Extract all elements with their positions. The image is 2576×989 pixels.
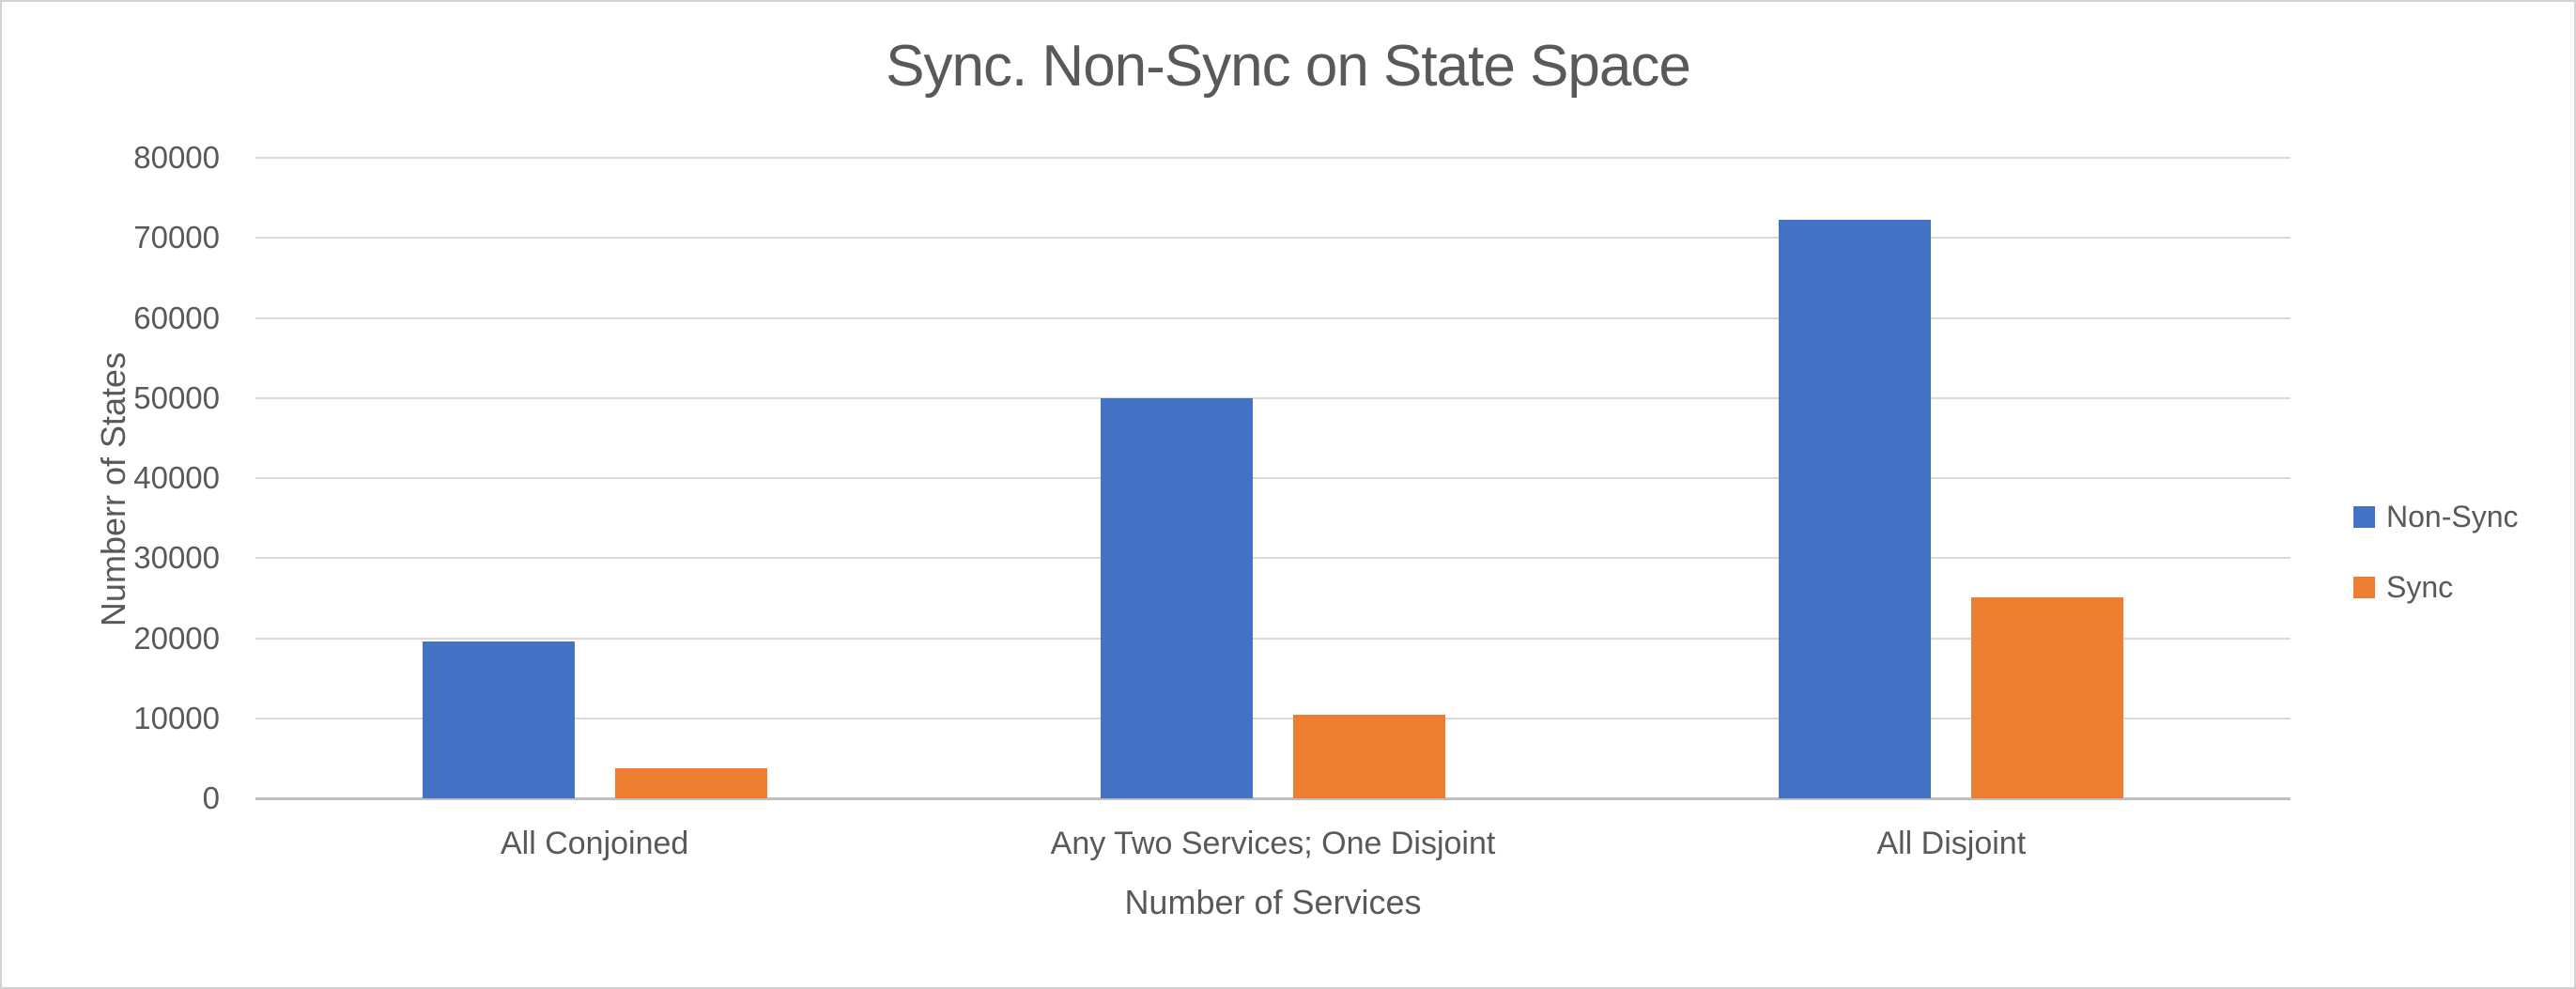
x-category-label-3: All Disjoint — [1876, 826, 2027, 861]
gridline-0 — [255, 797, 2291, 800]
x-category-label-1: All Conjoined — [500, 826, 689, 861]
legend-item-sync: Sync — [2353, 565, 2519, 609]
gridline-60000 — [255, 317, 2291, 319]
gridline-10000 — [255, 717, 2291, 719]
bar-non-sync-2 — [1101, 397, 1253, 798]
y-tick-label-20000: 20000 — [133, 620, 220, 656]
legend-swatch-non-sync — [2353, 505, 2375, 528]
bar-sync-1 — [614, 768, 767, 798]
legend-swatch-sync — [2353, 576, 2375, 598]
y-tick-label-40000: 40000 — [133, 460, 220, 495]
gridline-30000 — [255, 557, 2291, 560]
x-axis-title: Number of Services — [1124, 883, 1422, 921]
bar-non-sync-3 — [1779, 219, 1932, 798]
plot-area — [255, 157, 2291, 800]
y-tick-label-30000: 30000 — [133, 540, 220, 576]
y-tick-label-60000: 60000 — [133, 300, 220, 335]
y-tick-label-10000: 10000 — [133, 700, 220, 735]
gridline-20000 — [255, 637, 2291, 640]
x-category-label-2: Any Two Services; One Disjoint — [1050, 826, 1496, 861]
bar-non-sync-1 — [422, 641, 575, 798]
legend-label-non-sync: Non-Sync — [2386, 499, 2519, 533]
y-tick-label-70000: 70000 — [133, 220, 220, 255]
legend-label-sync: Sync — [2386, 569, 2454, 604]
bar-sync-3 — [1971, 597, 2124, 798]
gridline-70000 — [255, 237, 2291, 240]
legend-item-non-sync: Non-Sync — [2353, 495, 2519, 538]
bar-sync-2 — [1293, 715, 1445, 798]
gridline-50000 — [255, 396, 2291, 399]
chart-title: Sync. Non-Sync on State Space — [886, 34, 1691, 99]
legend: Non-Sync Sync — [2353, 495, 2519, 636]
y-tick-label-50000: 50000 — [133, 379, 220, 415]
gridline-40000 — [255, 477, 2291, 479]
y-tick-label-0: 0 — [202, 780, 220, 815]
y-tick-label-80000: 80000 — [133, 140, 220, 175]
gridline-80000 — [255, 157, 2291, 159]
